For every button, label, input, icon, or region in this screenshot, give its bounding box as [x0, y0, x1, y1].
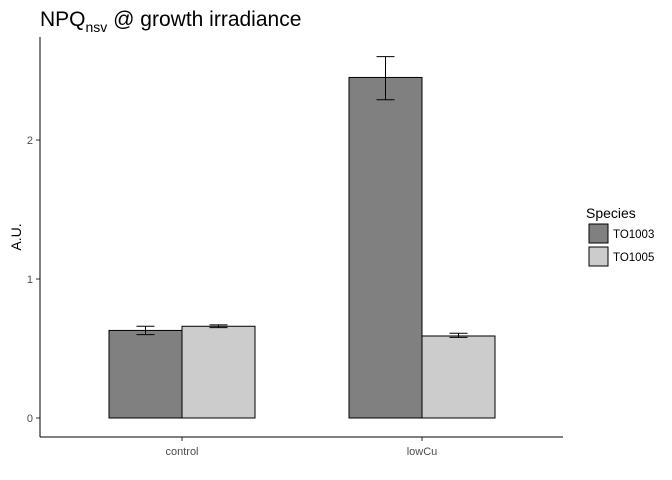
- bar: [348, 76, 423, 419]
- plot-area: 0 1 2 control lowCu: [27, 56, 496, 458]
- chart-title: NPQnsv @ growth irradiance: [40, 8, 301, 35]
- legend: Species TO1003 TO1005: [586, 205, 654, 267]
- x-tick-label: control: [165, 446, 198, 458]
- bar: [181, 325, 256, 419]
- bar: [108, 329, 183, 419]
- legend-label: TO1005: [613, 252, 654, 264]
- y-tick-label: 2: [27, 135, 33, 147]
- chart-title-subscript: nsv: [86, 19, 108, 35]
- bar: [421, 335, 496, 419]
- y-axis-title: A.U.: [8, 223, 24, 250]
- y-tick-label: 0: [27, 413, 33, 425]
- y-tick-label: 1: [27, 274, 33, 286]
- legend-title: Species: [586, 205, 636, 221]
- legend-swatch: [588, 223, 609, 244]
- x-tick-label: lowCu: [407, 446, 438, 458]
- chart-title-suffix: @ growth irradiance: [107, 8, 301, 31]
- chart-title-main: NPQ: [40, 8, 86, 31]
- legend-swatch: [588, 246, 609, 267]
- legend-label: TO1003: [613, 229, 654, 241]
